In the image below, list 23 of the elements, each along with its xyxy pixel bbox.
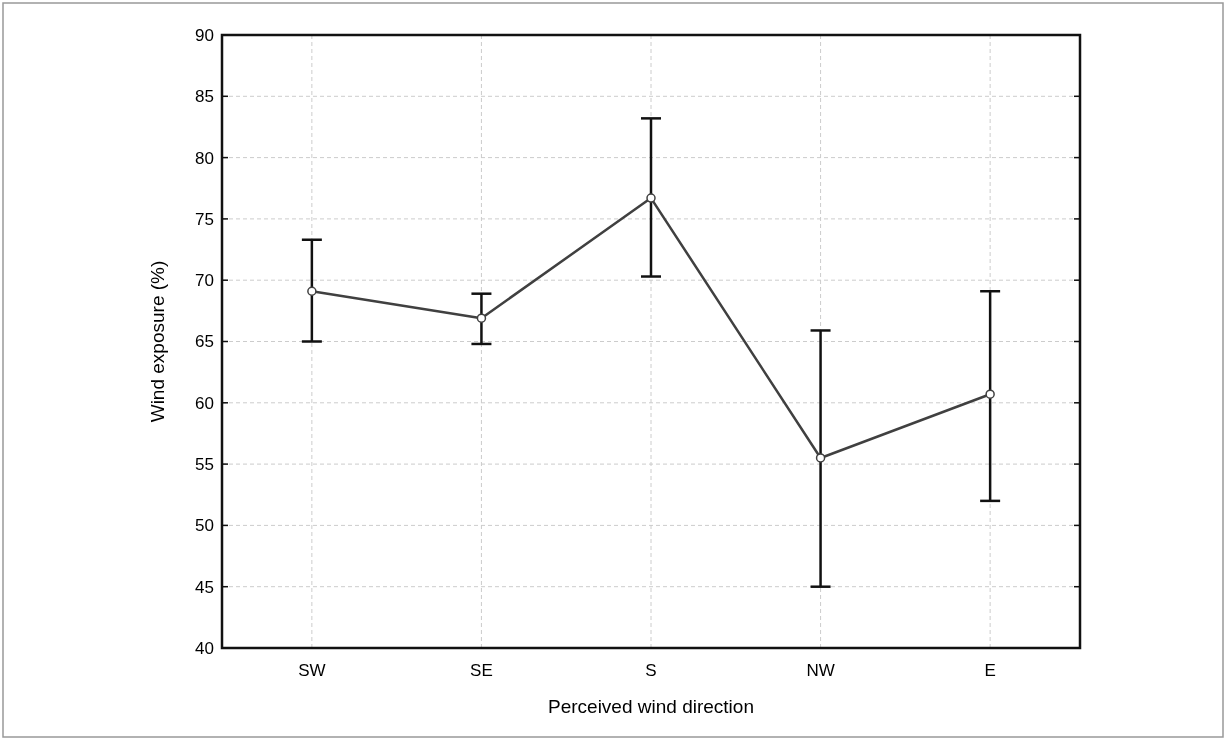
point [476,313,487,323]
point [307,286,317,296]
point [646,193,656,203]
y-tick-label: 85 [195,87,214,107]
x-tick-label: E [984,661,996,680]
y-tick-label: 90 [195,25,214,45]
y-tick-label: 55 [195,455,214,475]
y-tick-label: 45 [195,577,214,597]
y-tick-label: 40 [195,638,214,658]
x-tick-label: S [645,661,657,680]
y-axis-title: Wind exposure (%) [147,260,168,423]
y-tick-label: 50 [195,516,214,536]
x-axis-title: Perceived wind direction [548,696,754,717]
point [985,389,995,399]
y-tick-label: 65 [195,332,214,352]
y-tick-label: 80 [195,148,214,168]
y-tick-label: 75 [195,209,214,229]
point [815,453,826,463]
x-tick-label: SE [470,661,493,680]
x-tick-label: NW [806,661,835,680]
y-tick-label: 60 [195,393,214,413]
y-tick-label: 70 [195,271,214,291]
x-tick-label: SW [298,661,326,680]
